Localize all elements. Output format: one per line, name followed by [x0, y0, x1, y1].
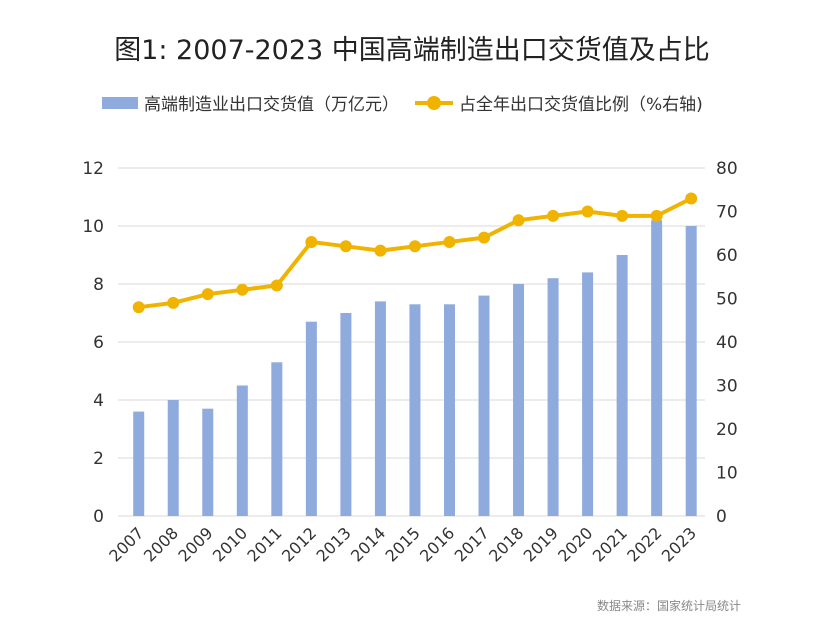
line-point	[374, 244, 387, 257]
x-tick-label: 2007	[105, 523, 147, 565]
line-point	[443, 235, 456, 248]
bar	[305, 321, 317, 516]
line-point	[478, 231, 491, 244]
bar	[340, 313, 352, 516]
line-point	[236, 283, 249, 296]
x-tick-label: 2010	[209, 523, 251, 565]
line-point	[685, 192, 698, 205]
x-tick-label: 2016	[416, 523, 458, 565]
legend-bar-label: 高端制造业出口交货值（万亿元）	[144, 95, 399, 115]
bar	[236, 385, 248, 516]
y2-tick-label: 60	[716, 246, 738, 266]
line-point	[339, 240, 352, 253]
y2-tick-label: 10	[716, 464, 738, 484]
bar	[513, 284, 525, 516]
x-tick-label: 2015	[382, 523, 424, 565]
line-point	[305, 235, 318, 248]
y2-tick-label: 50	[716, 290, 738, 310]
x-tick-label: 2018	[485, 523, 527, 565]
y-tick-label: 4	[93, 391, 104, 411]
x-tick-label: 2019	[520, 523, 562, 565]
x-tick-label: 2012	[278, 523, 320, 565]
bar	[443, 304, 455, 516]
bar	[478, 295, 490, 516]
line-point	[512, 214, 525, 227]
line-point	[408, 240, 421, 253]
bar	[685, 226, 697, 516]
y2-tick-label: 30	[716, 377, 738, 397]
bar	[133, 411, 145, 516]
x-tick-label: 2008	[140, 523, 182, 565]
line-point	[201, 288, 214, 301]
x-tick-label: 2017	[451, 523, 493, 565]
line-point	[132, 301, 145, 314]
bar	[651, 220, 663, 516]
legend-line-label: 占全年出口交货值比例（%右轴)	[459, 95, 703, 115]
chart-title: 图1: 2007-2023 中国高端制造出口交货值及占比	[114, 35, 710, 66]
y-tick-label: 0	[93, 507, 104, 527]
y-tick-label: 10	[82, 217, 104, 237]
y-tick-label: 2	[93, 449, 104, 469]
legend-bar-swatch	[102, 96, 138, 109]
source-note: 数据来源：国家统计局统计	[597, 599, 742, 613]
legend: 高端制造业出口交货值（万亿元） 占全年出口交货值比例（%右轴)	[102, 90, 703, 115]
bar	[271, 362, 283, 516]
bar	[547, 278, 559, 516]
bar	[202, 408, 214, 516]
x-tick-label: 2014	[347, 523, 389, 565]
x-tick-label: 2022	[623, 523, 665, 565]
y-tick-label: 6	[93, 333, 104, 353]
line-point	[167, 296, 180, 309]
y-tick-label: 8	[93, 275, 104, 295]
x-tick-label: 2021	[589, 523, 631, 565]
x-tick-label: 2013	[312, 523, 354, 565]
legend-line-swatch	[415, 95, 453, 110]
x-tick-label: 2011	[243, 523, 285, 565]
x-tick-label: 2009	[174, 523, 216, 565]
y-tick-label: 12	[82, 159, 104, 179]
bar	[409, 304, 421, 516]
x-tick-label: 2020	[554, 523, 596, 565]
bar	[582, 272, 594, 516]
bar	[374, 301, 386, 516]
line-series	[138, 196, 693, 310]
line-point	[270, 279, 283, 292]
y2-tick-label: 0	[716, 507, 727, 527]
y2-tick-label: 70	[716, 203, 738, 223]
x-tick-label: 2023	[658, 523, 700, 565]
bar	[616, 255, 628, 516]
y2-tick-label: 80	[716, 159, 738, 179]
y2-tick-label: 20	[716, 420, 738, 440]
line-point	[581, 205, 594, 218]
line-point	[650, 209, 663, 222]
bar	[167, 400, 179, 516]
line-point	[616, 209, 629, 222]
line-point	[547, 209, 560, 222]
y2-tick-label: 40	[716, 333, 738, 353]
